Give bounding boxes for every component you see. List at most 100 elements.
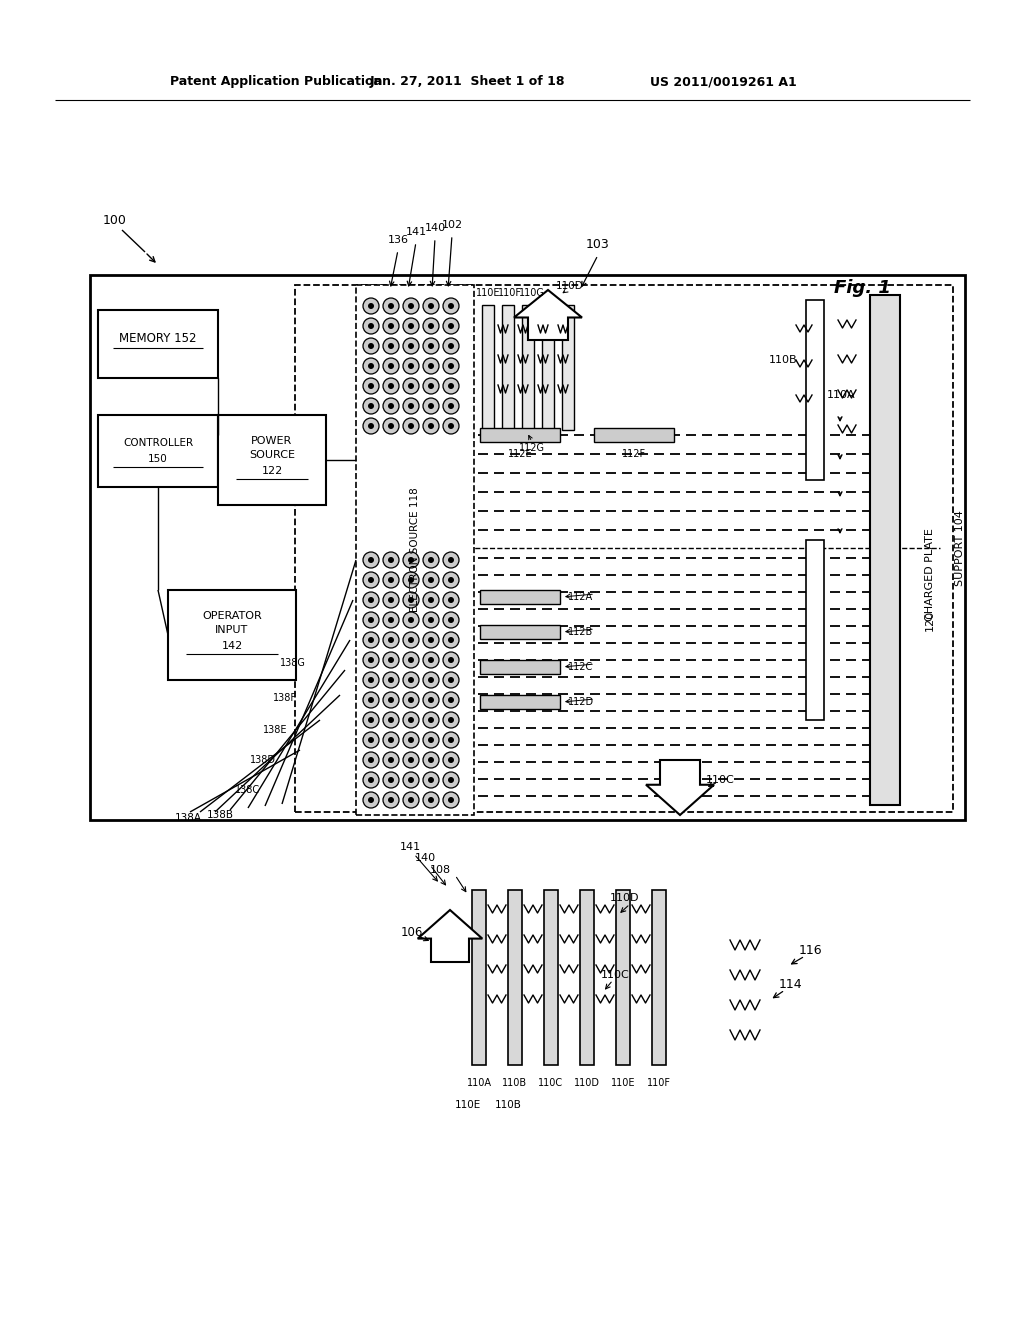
Text: 106: 106: [400, 925, 423, 939]
Circle shape: [408, 422, 414, 429]
Text: 150: 150: [148, 454, 168, 465]
Circle shape: [368, 657, 374, 663]
Text: 110B: 110B: [495, 1100, 521, 1110]
Text: 112D: 112D: [568, 697, 594, 708]
Circle shape: [362, 652, 379, 668]
Circle shape: [388, 403, 394, 409]
Bar: [98, 414, 218, 487]
Circle shape: [408, 777, 414, 783]
Circle shape: [423, 358, 439, 374]
Text: 138A: 138A: [174, 813, 202, 822]
Circle shape: [443, 552, 459, 568]
Circle shape: [428, 677, 434, 682]
Circle shape: [368, 677, 374, 682]
Circle shape: [428, 737, 434, 743]
Circle shape: [388, 677, 394, 682]
Circle shape: [408, 343, 414, 348]
Circle shape: [443, 752, 459, 768]
Circle shape: [408, 717, 414, 723]
Circle shape: [388, 777, 394, 783]
Circle shape: [383, 399, 399, 414]
Circle shape: [428, 343, 434, 348]
Circle shape: [403, 652, 419, 668]
Circle shape: [362, 711, 379, 729]
Circle shape: [449, 697, 454, 704]
Circle shape: [362, 792, 379, 808]
Circle shape: [443, 632, 459, 648]
Circle shape: [428, 557, 434, 564]
Text: 110D: 110D: [556, 281, 584, 290]
Circle shape: [388, 657, 394, 663]
Circle shape: [428, 797, 434, 803]
Text: 110A: 110A: [467, 1078, 492, 1088]
Circle shape: [408, 677, 414, 682]
Circle shape: [408, 638, 414, 643]
Circle shape: [362, 672, 379, 688]
Bar: [502, 305, 514, 430]
Circle shape: [449, 304, 454, 309]
Circle shape: [403, 591, 419, 609]
Circle shape: [403, 399, 419, 414]
Circle shape: [368, 577, 374, 583]
Bar: [295, 285, 953, 812]
Circle shape: [408, 737, 414, 743]
Circle shape: [368, 717, 374, 723]
Circle shape: [403, 632, 419, 648]
Circle shape: [423, 733, 439, 748]
Text: MEMORY 152: MEMORY 152: [119, 331, 197, 345]
Text: 110E: 110E: [610, 1078, 635, 1088]
Circle shape: [383, 672, 399, 688]
Text: 138B: 138B: [207, 810, 233, 820]
Bar: [544, 890, 558, 1065]
Circle shape: [423, 298, 439, 314]
Circle shape: [403, 772, 419, 788]
Bar: [562, 305, 574, 430]
Text: CHARGED PLATE: CHARGED PLATE: [925, 528, 935, 622]
Circle shape: [423, 672, 439, 688]
Circle shape: [368, 638, 374, 643]
Circle shape: [383, 733, 399, 748]
Circle shape: [362, 612, 379, 628]
Text: POWER: POWER: [251, 436, 293, 446]
Circle shape: [423, 692, 439, 708]
Text: 116: 116: [798, 944, 822, 957]
Circle shape: [428, 577, 434, 583]
Text: 138G: 138G: [280, 657, 306, 668]
Circle shape: [403, 612, 419, 628]
Circle shape: [388, 737, 394, 743]
Circle shape: [368, 597, 374, 603]
Circle shape: [388, 577, 394, 583]
Circle shape: [368, 422, 374, 429]
Circle shape: [362, 399, 379, 414]
Circle shape: [443, 711, 459, 729]
Text: 110C: 110C: [539, 1078, 563, 1088]
Circle shape: [423, 792, 439, 808]
Circle shape: [383, 378, 399, 393]
Text: 108: 108: [429, 865, 451, 875]
Bar: [356, 285, 474, 814]
Bar: [522, 305, 534, 430]
Circle shape: [383, 338, 399, 354]
Circle shape: [362, 572, 379, 587]
Circle shape: [449, 797, 454, 803]
Bar: [616, 890, 630, 1065]
Circle shape: [388, 383, 394, 389]
Circle shape: [428, 383, 434, 389]
Circle shape: [408, 657, 414, 663]
Text: Fig. 1: Fig. 1: [834, 279, 891, 297]
Text: 110E: 110E: [455, 1100, 481, 1110]
Text: 100: 100: [103, 214, 127, 227]
Text: 122: 122: [261, 466, 283, 477]
Circle shape: [362, 298, 379, 314]
Circle shape: [449, 657, 454, 663]
Circle shape: [368, 403, 374, 409]
Circle shape: [449, 638, 454, 643]
Circle shape: [368, 697, 374, 704]
Circle shape: [362, 772, 379, 788]
Circle shape: [443, 418, 459, 434]
Circle shape: [362, 733, 379, 748]
Text: 138F: 138F: [273, 693, 297, 704]
Circle shape: [443, 338, 459, 354]
Circle shape: [449, 383, 454, 389]
Circle shape: [449, 403, 454, 409]
